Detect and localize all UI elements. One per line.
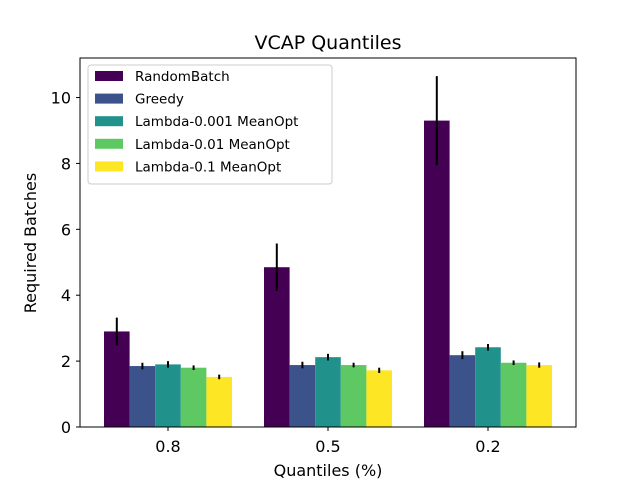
x-tick-label: 0.5 (315, 437, 340, 456)
bar-series-1-cat-0 (129, 366, 156, 427)
bar-series-4-cat-2 (526, 365, 552, 427)
bar-series-0-cat-2 (424, 120, 450, 428)
bar-series-2-cat-1 (315, 357, 341, 427)
bar-series-2-cat-2 (475, 347, 501, 427)
legend-swatch-1 (95, 93, 123, 104)
legend-swatch-4 (95, 161, 123, 172)
y-tick-label: 8 (61, 154, 71, 173)
legend-swatch-2 (95, 116, 123, 127)
legend-label-2: Lambda-0.001 MeanOpt (135, 114, 298, 130)
x-axis-label: Quantiles (%) (274, 461, 383, 480)
error-bars-group (115, 76, 541, 380)
bar-series-4-cat-0 (206, 376, 232, 427)
legend-swatch-0 (95, 71, 123, 81)
x-tick-label: 0.8 (155, 437, 180, 456)
legend-label-4: Lambda-0.1 MeanOpt (135, 159, 281, 175)
legend-swatch-3 (95, 138, 123, 149)
y-axis: 0 2 4 6 8 10 (51, 89, 80, 437)
legend-frame (87, 64, 333, 185)
bar-series-1-cat-2 (449, 355, 476, 427)
legend-label-1: Greedy (135, 92, 184, 108)
bars-group (104, 120, 552, 428)
bar-series-1-cat-1 (289, 365, 316, 427)
bar-series-3-cat-1 (340, 365, 367, 427)
y-tick-label: 2 (61, 352, 71, 371)
chart-title: VCAP Quantiles (254, 32, 401, 54)
bar-series-3-cat-0 (180, 367, 207, 427)
legend-label-3: Lambda-0.01 MeanOpt (135, 137, 290, 153)
bar-series-2-cat-0 (155, 364, 181, 427)
y-tick-label: 10 (51, 89, 71, 108)
bar-series-4-cat-1 (366, 370, 392, 427)
bar-series-0-cat-1 (264, 267, 290, 427)
y-tick-label: 0 (61, 418, 71, 437)
y-axis-label: Required Batches (21, 173, 40, 313)
bar-series-3-cat-2 (500, 362, 527, 427)
y-tick-label: 4 (61, 286, 71, 305)
x-tick-label: 0.2 (475, 437, 500, 456)
x-axis: 0.8 0.5 0.2 (155, 427, 501, 456)
legend-label-0: RandomBatch (135, 69, 230, 85)
legend: RandomBatch Greedy Lambda-0.001 MeanOpt Lam… (87, 64, 333, 185)
bar-series-0-cat-0 (104, 331, 130, 427)
y-tick-label: 6 (61, 220, 71, 239)
